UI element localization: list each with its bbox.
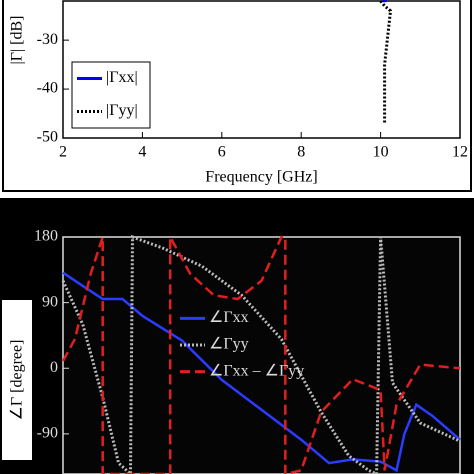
series-line: [61, 234, 461, 474]
x-axis-label: Frequency [GHz]: [205, 169, 317, 186]
legend-label: ∠Γyy: [209, 336, 249, 353]
legend-label: ∠Γxx: [209, 309, 249, 326]
legend-label: |Γxx|: [106, 69, 138, 86]
x-tick-label: 6: [218, 144, 226, 161]
y-tick-label: -30: [37, 31, 58, 48]
y-tick-label: 180: [34, 228, 58, 245]
y-axis-label: ∠Γ [degree]: [9, 340, 26, 421]
y-label-box: [2, 300, 32, 460]
series-line: [61, 235, 461, 474]
y-axis-label: |Γ| [dB]: [9, 16, 26, 65]
y-tick-label: -40: [37, 80, 58, 97]
plot-area: [62, 236, 461, 474]
x-tick-label: 12: [452, 144, 468, 161]
y-tick-label: 0: [50, 359, 58, 376]
series-line: [379, 0, 393, 124]
legend-label: |Γyy|: [106, 102, 138, 119]
y-tick-label: -90: [37, 425, 58, 442]
top-panel-frame: [2, 0, 472, 192]
series-line: [62, 271, 461, 473]
y-tick-label: 90: [42, 293, 58, 310]
legend-label: ∠Γxx – ∠Γyy: [209, 362, 304, 379]
x-tick-label: 10: [373, 144, 389, 161]
x-tick-label: 2: [59, 144, 67, 161]
y-tick-label: -50: [37, 129, 58, 146]
x-tick-label: 4: [138, 144, 146, 161]
legend-box: [71, 61, 151, 129]
x-tick-label: 8: [297, 144, 305, 161]
